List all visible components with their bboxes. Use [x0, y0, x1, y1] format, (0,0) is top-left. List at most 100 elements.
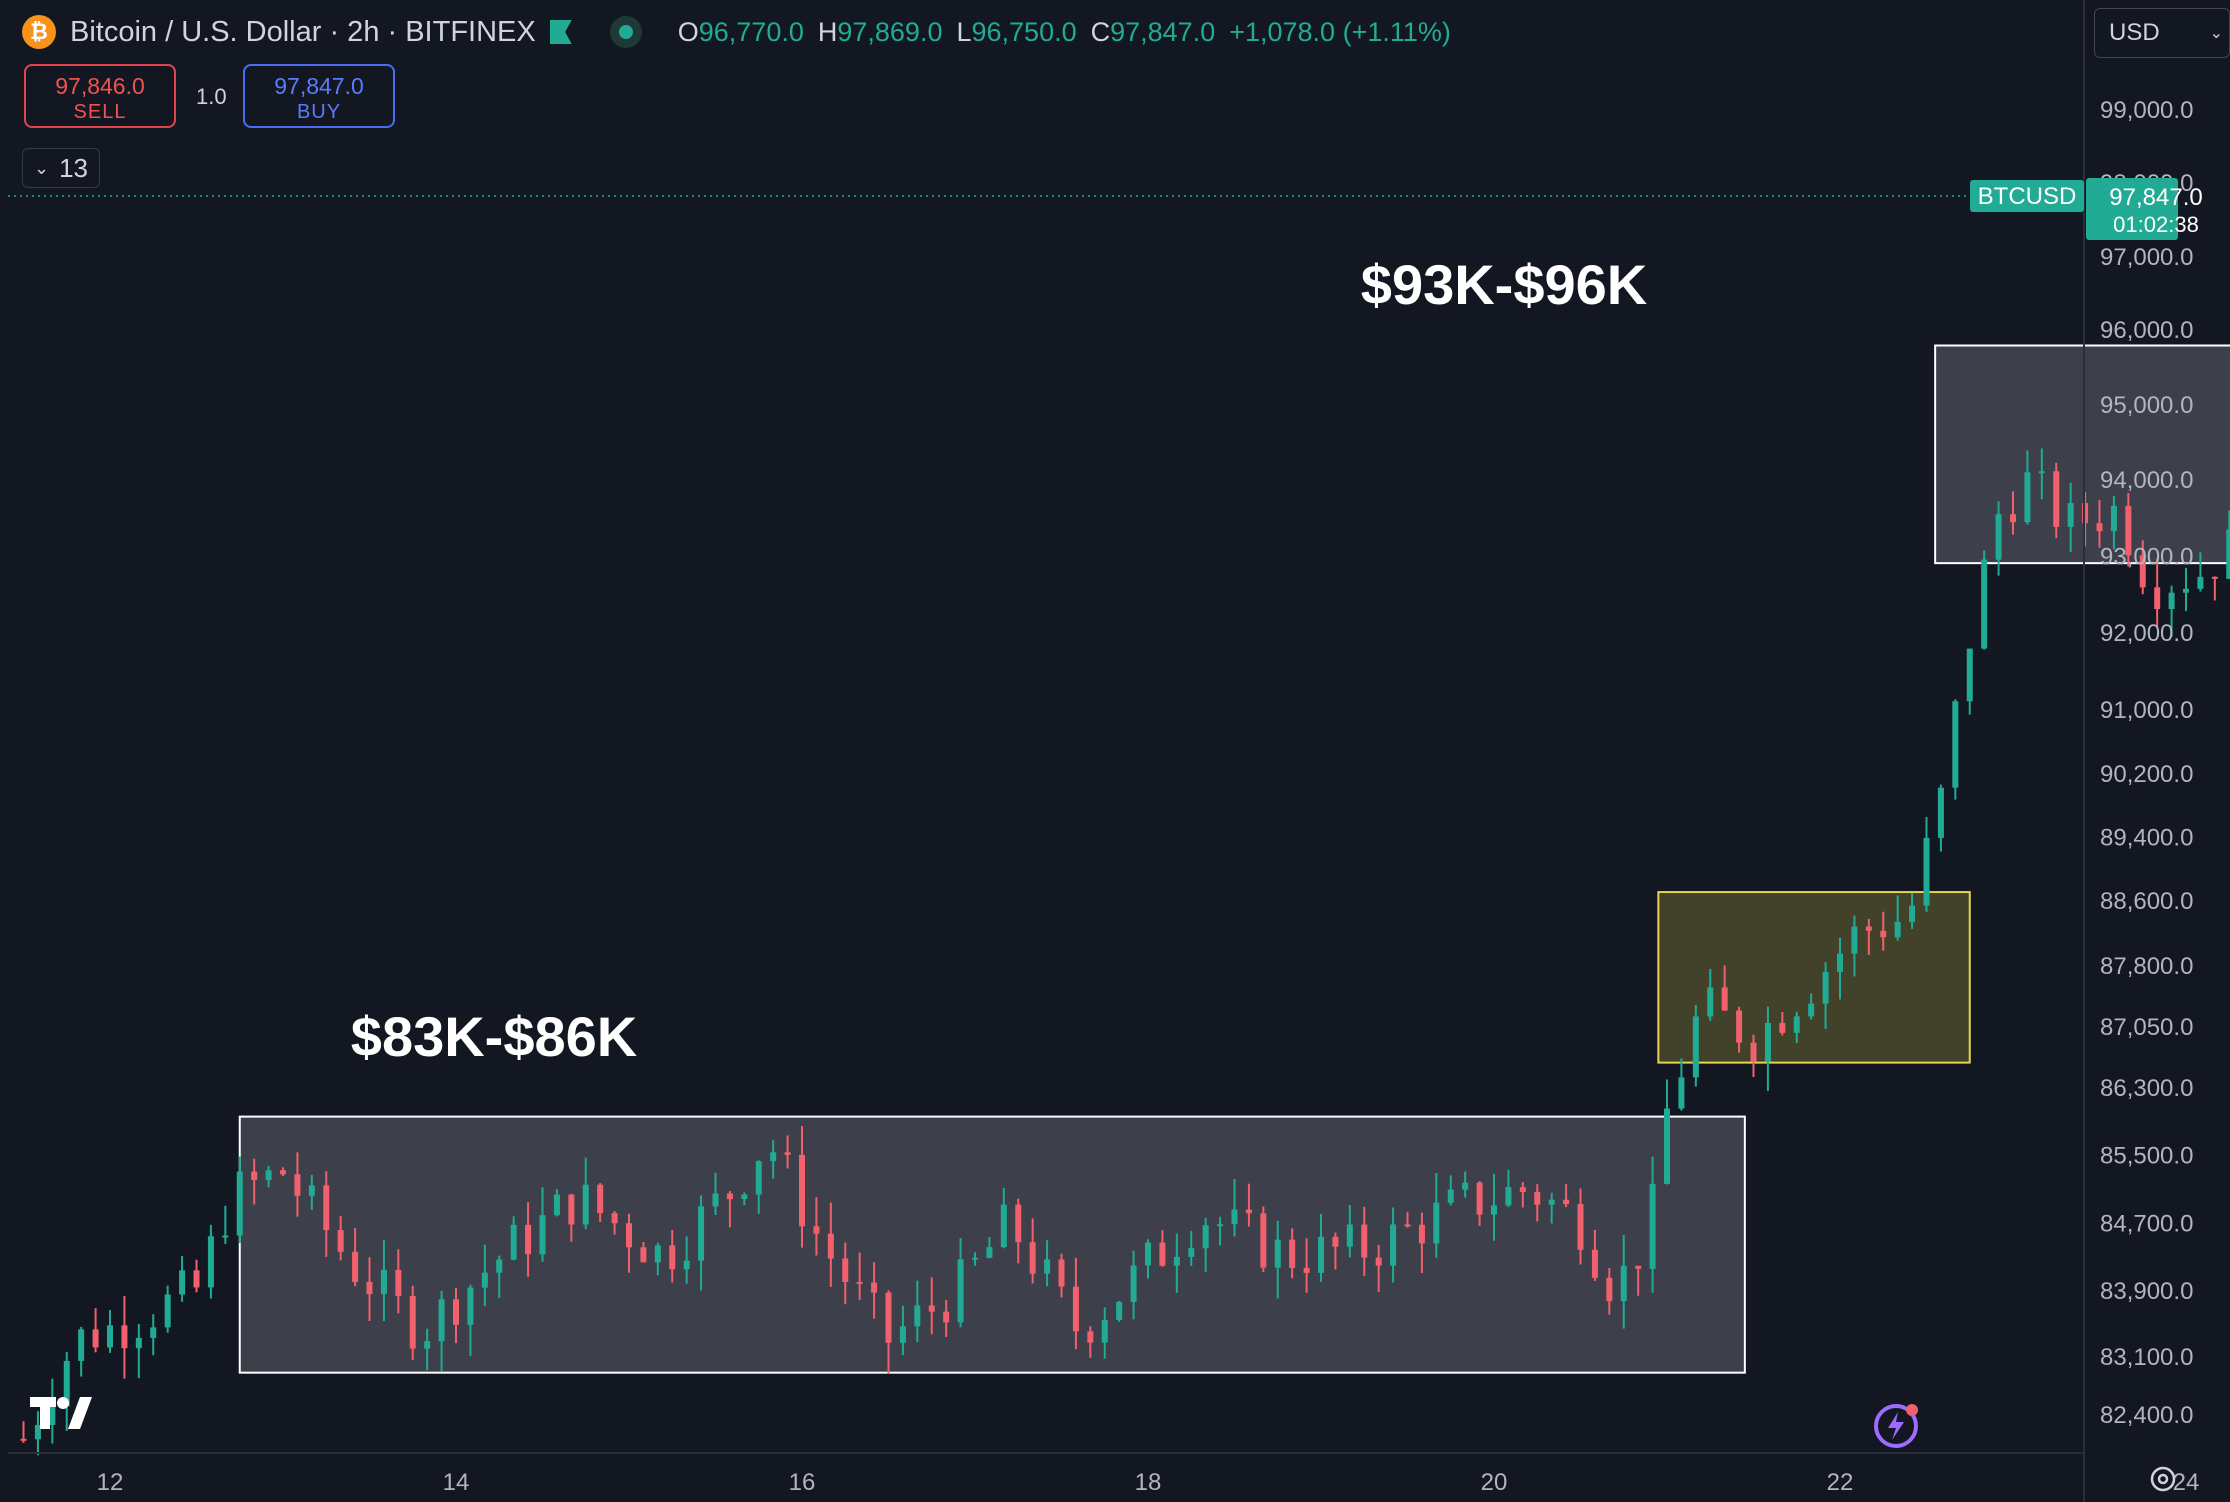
- last-price-value: 97,847.0: [2109, 184, 2202, 211]
- candle-body: [1245, 1209, 1252, 1214]
- flag-icon[interactable]: [549, 20, 572, 44]
- candle-body: [63, 1360, 70, 1407]
- candle-body: [1188, 1248, 1195, 1257]
- candle-body: [827, 1233, 834, 1259]
- candle-body: [453, 1299, 459, 1325]
- range-boxes: [238, 344, 2230, 1374]
- price-axis[interactable]: 99,000.098,000.097,000.096,000.095,000.0…: [2100, 97, 2193, 1429]
- candle-body: [2168, 592, 2175, 610]
- candle-body: [2125, 505, 2132, 556]
- candle-body: [1159, 1242, 1166, 1266]
- price-tick-label: 82,400.0: [2100, 1402, 2193, 1429]
- time-tick-label: 12: [97, 1469, 124, 1496]
- sell-price: 97,846.0: [55, 73, 145, 99]
- candle-body: [1851, 926, 1858, 954]
- low-key: L: [956, 16, 972, 47]
- candle-body: [34, 1425, 41, 1440]
- candle-body: [1865, 926, 1872, 931]
- candle-body: [1620, 1265, 1627, 1302]
- candle-body: [669, 1245, 676, 1270]
- candle-body: [1491, 1205, 1497, 1215]
- time-tick-label: 18: [1135, 1469, 1162, 1496]
- candle-body: [2010, 514, 2016, 523]
- market-status-icon[interactable]: [609, 16, 642, 48]
- candle-body: [1764, 1022, 1771, 1062]
- candle-body: [294, 1174, 301, 1196]
- candle-body: [49, 1406, 56, 1426]
- lightning-icon[interactable]: [1866, 1398, 1922, 1454]
- candle-body: [1029, 1242, 1036, 1274]
- candle-body: [121, 1325, 128, 1349]
- candle-body: [1303, 1267, 1310, 1273]
- candle-body: [207, 1236, 214, 1288]
- price-tick-label: 84,700.0: [2100, 1210, 2193, 1237]
- candle-body: [496, 1259, 503, 1273]
- time-tick-label: 24: [2173, 1469, 2200, 1496]
- candle-body: [943, 1311, 950, 1323]
- candle-body: [1894, 921, 1901, 938]
- chart-header: ₿ Bitcoin / U.S. Dollar · 2h · BITFINEX …: [22, 12, 1451, 52]
- currency-select[interactable]: USD ⌄: [2094, 8, 2230, 58]
- candle-body: [784, 1152, 791, 1155]
- candle-body: [2110, 505, 2117, 532]
- candle-body: [986, 1247, 993, 1258]
- sell-button[interactable]: 97,846.0 SELL: [24, 64, 176, 128]
- time-tick-label: 14: [443, 1469, 470, 1496]
- candle-body: [1130, 1265, 1137, 1302]
- candle-body: [135, 1337, 142, 1349]
- candle-body: [885, 1292, 892, 1343]
- candle-body: [813, 1226, 820, 1234]
- gear-icon[interactable]: [2148, 1464, 2178, 1494]
- candle-body: [1750, 1042, 1757, 1062]
- candle-body: [899, 1326, 906, 1343]
- candle-body: [1909, 905, 1916, 922]
- candle-body: [2038, 471, 2045, 474]
- candle-body: [1966, 648, 1973, 702]
- candle-body: [1476, 1182, 1483, 1215]
- candle-body: [352, 1251, 359, 1282]
- low-value: 96,750.0: [971, 16, 1077, 47]
- candle-body: [1289, 1239, 1296, 1268]
- candle-body: [308, 1185, 315, 1196]
- candle-body: [337, 1229, 344, 1252]
- candle-body: [510, 1224, 517, 1260]
- candle-body: [1072, 1286, 1079, 1332]
- candle-body: [2082, 503, 2089, 524]
- indicators-toggle[interactable]: ⌄ 13: [22, 148, 100, 188]
- symbol-title[interactable]: Bitcoin / U.S. Dollar · 2h · BITFINEX: [70, 15, 536, 48]
- candle-body: [1044, 1259, 1051, 1274]
- candle-body: [2067, 503, 2074, 527]
- ohlc-values: O96,770.0 H97,869.0 L96,750.0 C97,847.0 …: [678, 17, 1451, 48]
- candle-body: [366, 1281, 373, 1295]
- price-tick-label: 85,500.0: [2100, 1143, 2193, 1170]
- sell-label: SELL: [73, 101, 127, 123]
- candle-body: [1375, 1257, 1382, 1266]
- order-quantity[interactable]: 1.0: [196, 84, 227, 109]
- time-axis[interactable]: 121416182022242628May3: [97, 1469, 2230, 1496]
- candle-body: [1274, 1239, 1281, 1268]
- candle-body: [1822, 971, 1829, 1004]
- candle-body: [1937, 787, 1944, 838]
- candle-body: [1808, 1003, 1815, 1017]
- high-key: H: [817, 16, 838, 47]
- candle-body: [1721, 987, 1728, 1011]
- candle-body: [1433, 1202, 1440, 1244]
- candle-body: [1793, 1016, 1800, 1033]
- price-tick-label: 97,000.0: [2100, 244, 2193, 271]
- candle-body: [1231, 1209, 1238, 1225]
- candle-body: [2226, 529, 2230, 579]
- candle-body: [193, 1270, 200, 1288]
- candle-body: [1779, 1022, 1786, 1033]
- candle-body: [1952, 701, 1959, 788]
- candle-body: [164, 1294, 171, 1328]
- candle-body: [611, 1213, 618, 1224]
- candle-body: [1217, 1224, 1224, 1227]
- candle-body: [1649, 1183, 1656, 1269]
- change-value: +1,078.0 (+1.11%): [1229, 16, 1451, 47]
- candle-body: [1837, 953, 1843, 972]
- candle-body: [856, 1281, 863, 1284]
- candles: [20, 448, 2230, 1456]
- price-tick-label: 92,000.0: [2100, 620, 2193, 647]
- buy-button[interactable]: 97,847.0 BUY: [243, 64, 395, 128]
